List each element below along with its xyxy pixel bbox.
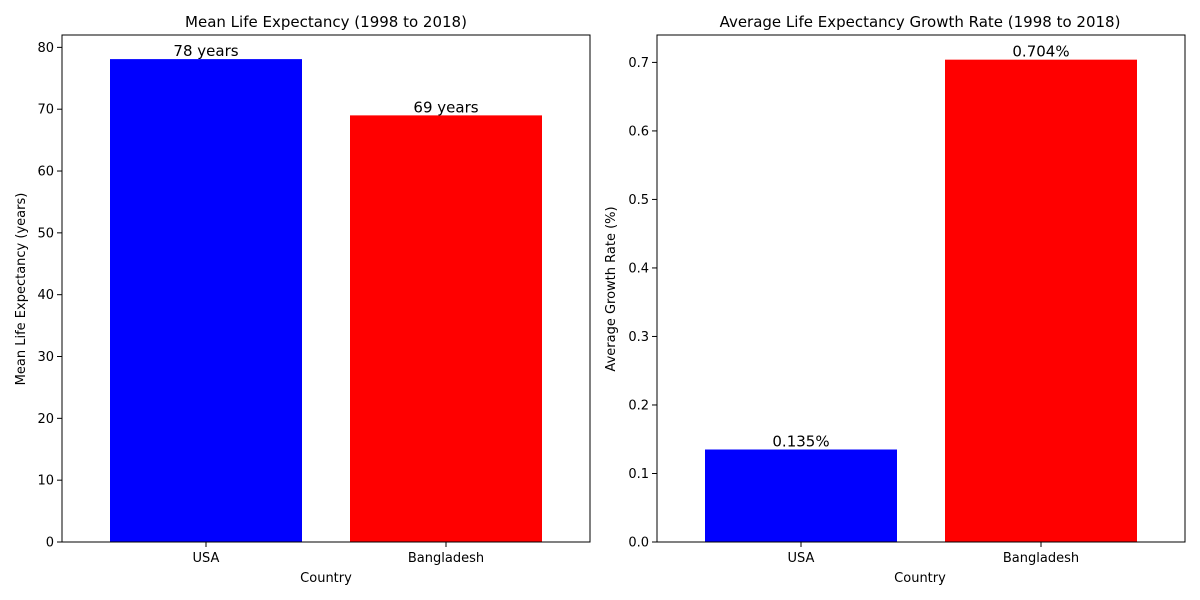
y-tick-label: 10 — [37, 474, 54, 489]
data-labels: 0.135% 0.704% — [772, 43, 1069, 451]
y-tick-label: 80 — [37, 41, 54, 56]
bar-usa — [110, 59, 302, 543]
y-tick-label: 0.3 — [628, 330, 649, 345]
y-ticks: 0 10 20 30 40 50 60 70 80 — [37, 41, 62, 551]
y-tick-label: 30 — [37, 350, 54, 365]
y-axis-label: Average Growth Rate (%) — [604, 206, 619, 371]
chart-panel-growth-rate: Average Life Expectancy Growth Rate (199… — [604, 13, 1186, 586]
y-tick-label: 0.5 — [628, 193, 649, 208]
y-tick-label: 0.7 — [628, 56, 649, 71]
y-tick-label: 40 — [37, 288, 54, 303]
bars-group — [705, 59, 1137, 543]
x-ticks: USA Bangladesh — [788, 542, 1079, 566]
y-tick-label: 0.1 — [628, 467, 649, 482]
y-tick-label: 0.4 — [628, 261, 649, 276]
chart-title: Mean Life Expectancy (1998 to 2018) — [185, 13, 467, 31]
plot-frame — [656, 34, 1186, 543]
data-labels: 78 years 69 years — [173, 42, 478, 116]
data-label-usa: 78 years — [173, 42, 238, 60]
data-label-bangladesh: 0.704% — [1012, 43, 1069, 61]
x-tick-label: Bangladesh — [1003, 551, 1079, 566]
x-tick-label: USA — [193, 551, 220, 566]
plot-frame — [61, 34, 591, 543]
y-tick-label: 60 — [37, 165, 54, 180]
x-tick-label: Bangladesh — [408, 551, 484, 566]
y-axis-label: Mean Life Expectancy (years) — [14, 193, 29, 386]
data-label-bangladesh: 69 years — [413, 98, 478, 116]
bar-bangladesh — [945, 59, 1137, 543]
bar-bangladesh — [350, 115, 542, 542]
chart-panel-life-expectancy: Mean Life Expectancy (1998 to 2018) Coun… — [14, 13, 591, 586]
x-tick-label: USA — [788, 551, 815, 566]
data-label-usa: 0.135% — [772, 433, 829, 451]
chart-title: Average Life Expectancy Growth Rate (199… — [720, 13, 1121, 31]
y-tick-label: 0 — [46, 536, 54, 551]
y-tick-label: 70 — [37, 103, 54, 118]
bar-usa — [705, 449, 897, 542]
x-ticks: USA Bangladesh — [193, 542, 484, 566]
x-axis-label: Country — [300, 571, 352, 586]
bars-group — [110, 59, 542, 543]
y-tick-label: 0.0 — [628, 536, 649, 551]
y-tick-label: 0.2 — [628, 398, 649, 413]
y-tick-label: 50 — [37, 226, 54, 241]
y-tick-label: 20 — [37, 412, 54, 427]
x-axis-label: Country — [894, 571, 946, 586]
y-tick-label: 0.6 — [628, 124, 649, 139]
y-ticks: 0.0 0.1 0.2 0.3 0.4 0.5 0.6 0.7 — [628, 56, 657, 551]
